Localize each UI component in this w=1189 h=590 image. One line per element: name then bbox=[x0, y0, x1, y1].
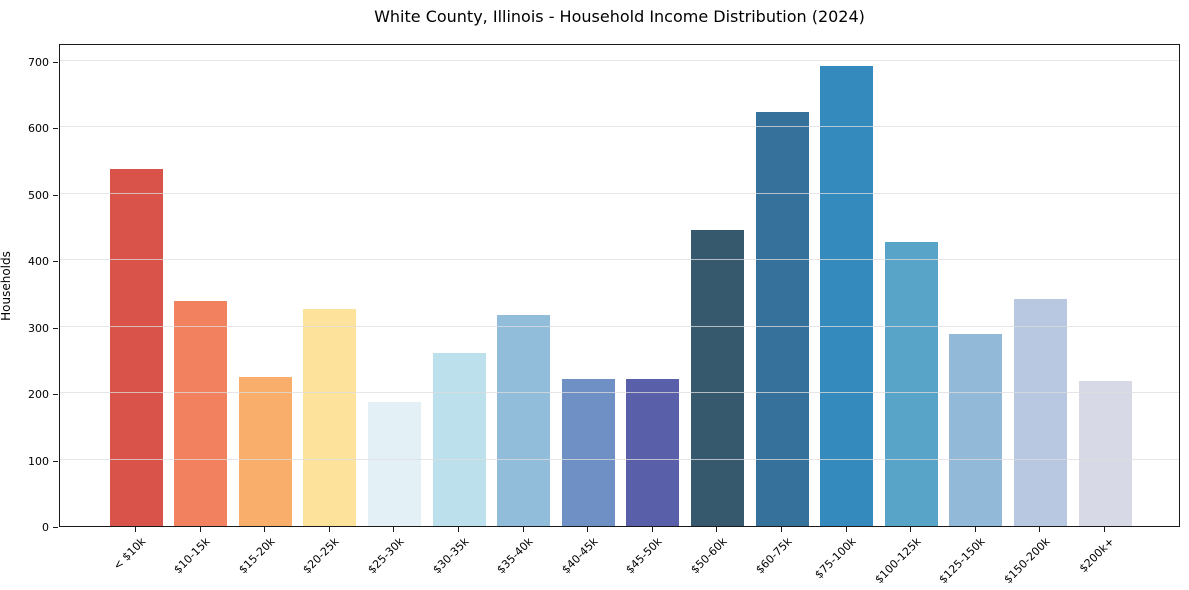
bar-$10-15k bbox=[174, 301, 228, 526]
bar-$45-50k bbox=[626, 379, 680, 526]
x-tick-label-text: < $10k bbox=[110, 535, 149, 573]
y-tick-label: 0 bbox=[42, 521, 49, 534]
y-tick-mark bbox=[53, 460, 58, 462]
bar-$30-35k bbox=[432, 353, 486, 526]
chart-title: White County, Illinois - Household Incom… bbox=[374, 7, 865, 26]
x-tick-label-text: $150-200k bbox=[1001, 535, 1053, 587]
x-tick-label-text: $50-60k bbox=[688, 535, 730, 577]
y-tick-mark bbox=[53, 327, 58, 329]
x-tick-mark bbox=[522, 527, 524, 532]
x-tick-mark bbox=[135, 527, 136, 532]
x-tick-mark bbox=[651, 527, 653, 532]
x-tick-label-text: $35-40k bbox=[494, 535, 536, 577]
gridline-200 bbox=[60, 392, 1179, 394]
x-tick-mark bbox=[458, 527, 459, 532]
x-tick-mark bbox=[781, 527, 782, 532]
y-tick-mark bbox=[53, 61, 58, 63]
x-tick-mark bbox=[393, 527, 395, 532]
x-tick-mark bbox=[587, 527, 589, 532]
bar-$50-60k bbox=[690, 230, 744, 526]
x-tick-label-text: $10-15k bbox=[171, 535, 213, 577]
bar-$35-40k bbox=[497, 315, 551, 526]
x-tick-mark bbox=[716, 527, 718, 532]
x-tick-mark bbox=[199, 527, 201, 532]
bar-$125-150k bbox=[949, 334, 1003, 526]
y-tick-label: 700 bbox=[28, 55, 49, 69]
x-tick-label-text: $75-100k bbox=[812, 535, 859, 582]
x-tick-label-text: $15-20k bbox=[236, 535, 278, 577]
x-tick-mark bbox=[974, 527, 976, 532]
bar-$15-20k bbox=[238, 377, 292, 526]
bar-$40-45k bbox=[561, 379, 615, 526]
x-tick-label-text: $100-125k bbox=[872, 535, 924, 587]
x-tick-label-text: $60-75k bbox=[752, 535, 795, 577]
bar-< $10k bbox=[109, 169, 163, 526]
bar-$60-75k bbox=[755, 112, 809, 526]
y-tick-label: 400 bbox=[28, 255, 49, 269]
x-tick-label-text: $30-35k bbox=[429, 535, 472, 577]
bar-$100-125k bbox=[884, 242, 938, 526]
y-tick-label: 200 bbox=[28, 388, 49, 402]
y-tick-label: 300 bbox=[28, 321, 49, 335]
x-tick-label-text: $20-25k bbox=[300, 535, 342, 577]
x-tick-label-text: $45-50k bbox=[623, 535, 665, 577]
gridline-600 bbox=[60, 126, 1179, 128]
y-tick-label: 500 bbox=[28, 188, 49, 202]
x-tick-label-text: $125-150k bbox=[936, 535, 988, 587]
gridline-500 bbox=[60, 192, 1179, 194]
gridline-100 bbox=[60, 458, 1179, 460]
x-tick-mark bbox=[264, 527, 266, 532]
y-tick-label: 600 bbox=[28, 122, 49, 136]
x-tick-label-text: $25-30k bbox=[365, 535, 407, 577]
x-tick-mark bbox=[1039, 527, 1041, 532]
gridline-700 bbox=[60, 59, 1179, 61]
x-tick-mark bbox=[910, 527, 912, 532]
y-tick-mark bbox=[53, 527, 58, 528]
bar-$150-200k bbox=[1013, 299, 1067, 526]
x-tick-mark bbox=[845, 527, 847, 532]
x-tick-mark bbox=[328, 527, 330, 532]
y-axis-label: Households bbox=[0, 251, 13, 321]
x-tick-label-text: $40-45k bbox=[559, 535, 601, 577]
bar-$75-100k bbox=[820, 66, 874, 526]
y-tick-mark bbox=[53, 394, 58, 396]
y-tick-mark bbox=[53, 261, 58, 263]
x-tick-mark bbox=[1104, 527, 1105, 532]
bar-$20-25k bbox=[303, 309, 357, 526]
y-tick-label: 100 bbox=[28, 454, 49, 468]
plot-area bbox=[59, 44, 1180, 527]
gridline-400 bbox=[60, 259, 1179, 261]
bar-$200k+ bbox=[1078, 381, 1132, 526]
y-tick-mark bbox=[53, 194, 58, 196]
gridline-300 bbox=[60, 325, 1179, 327]
bar-$25-30k bbox=[367, 402, 421, 526]
y-tick-mark bbox=[53, 128, 58, 130]
x-tick-label-text: $200k+ bbox=[1077, 535, 1118, 576]
